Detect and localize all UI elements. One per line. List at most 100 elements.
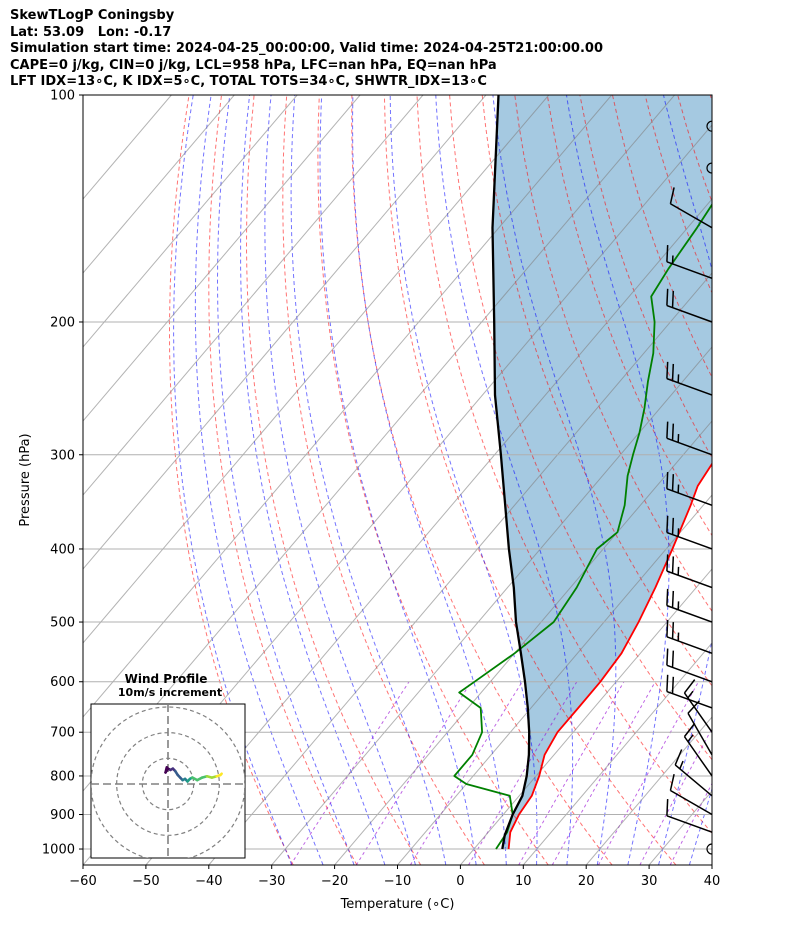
dry-adiabat [245,95,422,865]
moist-adiabat [240,95,386,865]
title-cape-indices: CAPE=0 j/kg, CIN=0 j/kg, LCL=958 hPa, LF… [10,57,497,73]
series-dewpoint [453,203,712,850]
moist-adiabat [173,95,293,865]
y-tick-label: 400 [50,542,75,557]
isotherm [271,346,712,865]
isotherm [83,95,235,274]
x-axis-label: Temperature (∘C) [340,897,455,912]
isotherm [83,95,550,644]
moist-adiabat [658,95,712,865]
wind-barb [666,674,712,709]
mixing-ratio-line [518,681,625,865]
y-tick-label: 1000 [42,843,75,858]
dry-adiabat [579,95,712,459]
isotherm [83,95,613,718]
mixing-ratio-line [639,727,712,865]
series-temperature [507,462,712,850]
dry-adiabat [743,95,794,865]
hodograph-segment [219,772,223,777]
x-tick-label: 10 [515,874,532,889]
mixing-ratio-line [409,681,523,865]
hodograph [90,703,246,859]
mixing-ratio-line [468,681,578,865]
title-stability-indices: LFT IDX=13∘C, K IDX=5∘C, TOTAL TOTS=34∘C… [10,74,487,89]
wind-barb [666,515,712,550]
x-tick-label: 20 [578,874,595,889]
wind-barb [666,361,712,396]
series-parcel [491,95,531,850]
moist-adiabat [389,95,538,865]
wind-barb [666,288,712,323]
isotherm [711,864,712,865]
dry-adiabat [449,95,712,761]
isotherm [334,420,712,865]
isotherm [83,95,487,570]
title-times: Simulation start time: 2024-04-25_00:00:… [10,41,603,56]
moist-adiabat [492,95,617,865]
mixing-ratio-line [551,681,656,865]
wind-barb [674,749,712,797]
x-tick-label: −30 [258,874,285,889]
isotherm [397,494,712,865]
isotherm [83,95,424,496]
wind-barb [669,187,712,229]
moist-adiabat [720,95,794,865]
wind-barb [666,648,712,683]
moist-adiabat [264,95,416,865]
isotherm [83,95,361,422]
wind-barb-calm [706,120,712,132]
dry-adiabat [775,95,794,865]
x-tick-label: −10 [384,874,411,889]
dry-adiabat [282,95,485,865]
title-station: SkewTLogP Coningsby [10,8,175,23]
mixing-ratio-line [355,681,472,865]
y-tick-label: 300 [50,448,75,463]
y-tick-label: 700 [50,726,75,741]
isotherm [145,198,712,865]
x-tick-label: −60 [69,874,96,889]
wind-barb [669,773,712,816]
wind-barb-calm [706,162,712,174]
y-tick-label: 600 [50,675,75,690]
x-tick-label: −40 [195,874,222,889]
dry-adiabat [546,95,712,537]
y-tick-label: 200 [50,315,75,330]
hodograph-subtitle: 10m/s increment [118,686,222,699]
isotherm [208,272,712,865]
isotherm [460,568,712,865]
wind-barb [666,472,712,506]
hodograph-title: Wind Profile [125,672,208,686]
hodograph-plot [91,704,245,858]
dry-adiabat [383,95,677,865]
x-tick-label: −50 [132,874,159,889]
x-tick-label: 30 [641,874,658,889]
y-tick-label: 500 [50,616,75,631]
moist-adiabat [566,95,670,865]
mixing-ratio-line [597,681,699,865]
wind-barb [666,421,712,456]
moist-adiabat [194,95,324,865]
y-tick-label: 900 [50,808,75,823]
isotherm [585,716,712,865]
cape-cin-shading [492,95,712,849]
moist-adiabat [352,95,507,865]
x-tick-label: 40 [704,874,721,889]
dry-adiabat [208,95,358,865]
isotherm [522,642,712,865]
y-tick-label: 800 [50,769,75,784]
dry-adiabat [481,95,712,687]
isotherm [83,95,298,348]
wind-barb-calm [706,843,712,855]
wind-barb [666,554,712,589]
moist-adiabat [319,95,477,865]
x-tick-label: −20 [321,874,348,889]
dry-adiabat [709,95,712,103]
chart-title-block: SkewTLogP Coningsby Lat: 53.09 Lon: -0.1… [10,8,790,91]
wind-barb [683,722,712,777]
title-location: Lat: 53.09 Lon: -0.17 [10,24,172,40]
moist-adiabat [435,95,574,865]
wind-barb [666,620,712,654]
wind-barb [666,588,712,623]
dry-adiabat [351,95,613,865]
